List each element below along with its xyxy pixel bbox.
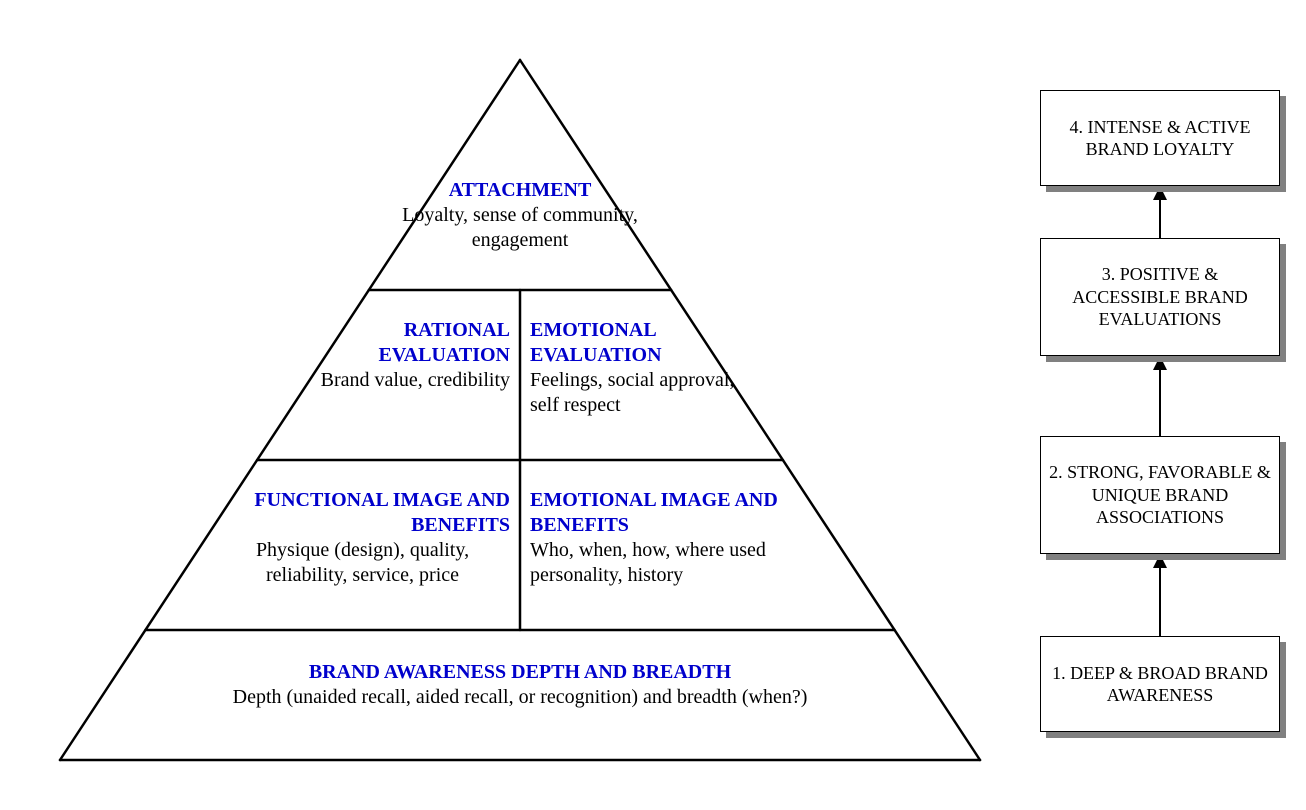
level-upper-right: EMOTIONAL EVALUATION Feelings, social ap… [530,318,740,418]
level-lower-left-desc: Physique (design), quality, reliability,… [215,538,510,588]
level-lower-right-desc: Who, when, how, where used personality, … [530,538,825,588]
diagram-container: ATTACHMENT Loyalty, sense of community, … [20,20,1286,770]
level-base-desc: Depth (unaided recall, aided recall, or … [160,685,880,710]
level-top: ATTACHMENT Loyalty, sense of community, … [400,178,640,253]
level-lower-right: EMOTIONAL IMAGE AND BENEFITS Who, when, … [530,488,825,588]
level-upper-left: RATIONAL EVALUATION Brand value, credibi… [310,318,510,393]
level-base-heading: BRAND AWARENESS DEPTH AND BREADTH [160,660,880,685]
level-upper-right-heading: EMOTIONAL EVALUATION [530,318,740,368]
level-upper-right-desc: Feelings, social approval, self respect [530,368,740,418]
side-box-3: 3. POSITIVE & ACCESSIBLE BRAND EVALUATIO… [1040,238,1280,356]
side-box-1: 1. DEEP & BROAD BRAND AWARENESS [1040,636,1280,732]
level-upper-left-desc: Brand value, credibility [310,368,510,393]
side-box-2: 2. STRONG, FAVORABLE & UNIQUE BRAND ASSO… [1040,436,1280,554]
level-lower-right-heading: EMOTIONAL IMAGE AND BENEFITS [530,488,825,538]
level-upper-left-heading: RATIONAL EVALUATION [310,318,510,368]
level-base: BRAND AWARENESS DEPTH AND BREADTH Depth … [160,660,880,710]
level-top-desc: Loyalty, sense of community, engagement [400,203,640,253]
level-top-heading: ATTACHMENT [400,178,640,203]
level-lower-left: FUNCTIONAL IMAGE AND BENEFITS Physique (… [215,488,510,588]
level-lower-left-heading: FUNCTIONAL IMAGE AND BENEFITS [215,488,510,538]
side-box-4: 4. INTENSE & ACTIVE BRAND LOYALTY [1040,90,1280,186]
